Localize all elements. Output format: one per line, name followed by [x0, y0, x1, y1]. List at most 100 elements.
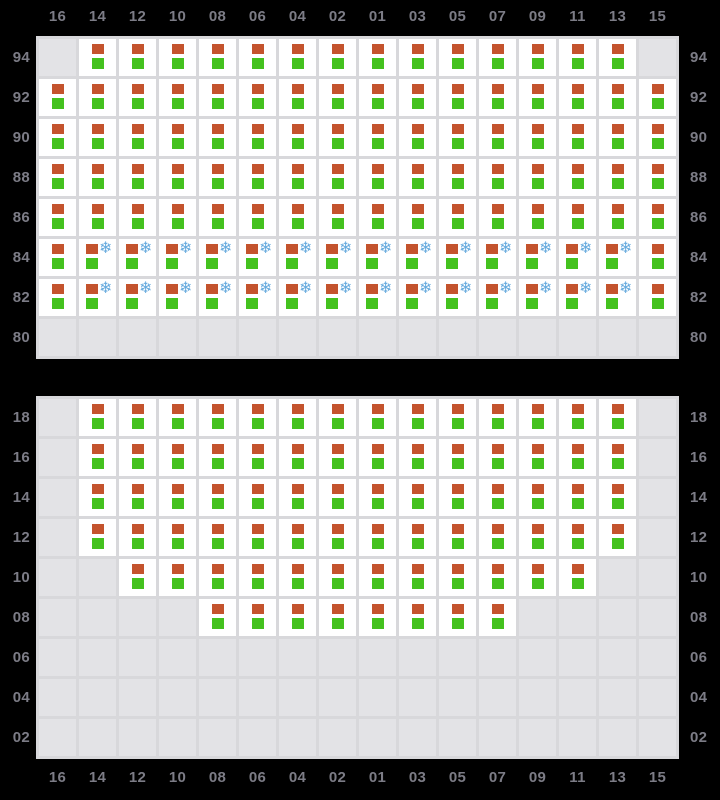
cabin-cell-94-04[interactable]	[279, 39, 316, 76]
cabin-cell-90-16[interactable]	[39, 119, 76, 156]
cabin-cell-10-07[interactable]	[479, 559, 516, 596]
cabin-cell-16-08[interactable]	[199, 439, 236, 476]
cabin-cell-90-01[interactable]	[359, 119, 396, 156]
cabin-cell-90-03[interactable]	[399, 119, 436, 156]
cabin-cell-94-05[interactable]	[439, 39, 476, 76]
cabin-cell-92-08[interactable]	[199, 79, 236, 116]
cabin-cell-84-10[interactable]: ❄	[159, 239, 196, 276]
cabin-cell-14-04[interactable]	[279, 479, 316, 516]
cabin-cell-88-04[interactable]	[279, 159, 316, 196]
cabin-cell-10-04[interactable]	[279, 559, 316, 596]
cabin-cell-92-13[interactable]	[599, 79, 636, 116]
cabin-cell-92-11[interactable]	[559, 79, 596, 116]
cabin-cell-86-10[interactable]	[159, 199, 196, 236]
cabin-cell-18-04[interactable]	[279, 399, 316, 436]
cabin-cell-84-08[interactable]: ❄	[199, 239, 236, 276]
cabin-cell-08-01[interactable]	[359, 599, 396, 636]
cabin-cell-08-05[interactable]	[439, 599, 476, 636]
cabin-cell-18-10[interactable]	[159, 399, 196, 436]
cabin-cell-18-05[interactable]	[439, 399, 476, 436]
cabin-cell-16-03[interactable]	[399, 439, 436, 476]
cabin-cell-18-03[interactable]	[399, 399, 436, 436]
cabin-cell-86-08[interactable]	[199, 199, 236, 236]
cabin-cell-86-05[interactable]	[439, 199, 476, 236]
cabin-cell-86-13[interactable]	[599, 199, 636, 236]
cabin-cell-18-08[interactable]	[199, 399, 236, 436]
cabin-cell-18-02[interactable]	[319, 399, 356, 436]
cabin-cell-14-10[interactable]	[159, 479, 196, 516]
cabin-cell-82-01[interactable]: ❄	[359, 279, 396, 316]
cabin-cell-84-16[interactable]	[39, 239, 76, 276]
cabin-cell-10-09[interactable]	[519, 559, 556, 596]
cabin-cell-90-07[interactable]	[479, 119, 516, 156]
cabin-cell-94-06[interactable]	[239, 39, 276, 76]
cabin-cell-84-09[interactable]: ❄	[519, 239, 556, 276]
cabin-cell-82-09[interactable]: ❄	[519, 279, 556, 316]
cabin-cell-14-14[interactable]	[79, 479, 116, 516]
cabin-cell-90-12[interactable]	[119, 119, 156, 156]
cabin-cell-82-15[interactable]	[639, 279, 676, 316]
cabin-cell-84-15[interactable]	[639, 239, 676, 276]
cabin-cell-90-11[interactable]	[559, 119, 596, 156]
cabin-cell-84-12[interactable]: ❄	[119, 239, 156, 276]
cabin-cell-16-07[interactable]	[479, 439, 516, 476]
cabin-cell-88-07[interactable]	[479, 159, 516, 196]
cabin-cell-90-10[interactable]	[159, 119, 196, 156]
cabin-cell-82-05[interactable]: ❄	[439, 279, 476, 316]
cabin-cell-82-13[interactable]: ❄	[599, 279, 636, 316]
cabin-cell-16-10[interactable]	[159, 439, 196, 476]
cabin-cell-92-04[interactable]	[279, 79, 316, 116]
cabin-cell-10-03[interactable]	[399, 559, 436, 596]
cabin-cell-86-06[interactable]	[239, 199, 276, 236]
cabin-cell-88-13[interactable]	[599, 159, 636, 196]
cabin-cell-18-14[interactable]	[79, 399, 116, 436]
cabin-cell-08-03[interactable]	[399, 599, 436, 636]
cabin-cell-18-06[interactable]	[239, 399, 276, 436]
cabin-cell-10-02[interactable]	[319, 559, 356, 596]
cabin-cell-16-14[interactable]	[79, 439, 116, 476]
cabin-cell-18-07[interactable]	[479, 399, 516, 436]
cabin-cell-90-14[interactable]	[79, 119, 116, 156]
cabin-cell-12-14[interactable]	[79, 519, 116, 556]
cabin-cell-90-05[interactable]	[439, 119, 476, 156]
cabin-cell-86-14[interactable]	[79, 199, 116, 236]
cabin-cell-10-01[interactable]	[359, 559, 396, 596]
cabin-cell-84-07[interactable]: ❄	[479, 239, 516, 276]
cabin-cell-92-01[interactable]	[359, 79, 396, 116]
cabin-cell-84-11[interactable]: ❄	[559, 239, 596, 276]
cabin-cell-88-08[interactable]	[199, 159, 236, 196]
cabin-cell-88-16[interactable]	[39, 159, 76, 196]
cabin-cell-92-10[interactable]	[159, 79, 196, 116]
cabin-cell-88-11[interactable]	[559, 159, 596, 196]
cabin-cell-94-14[interactable]	[79, 39, 116, 76]
cabin-cell-92-06[interactable]	[239, 79, 276, 116]
cabin-cell-82-14[interactable]: ❄	[79, 279, 116, 316]
cabin-cell-10-05[interactable]	[439, 559, 476, 596]
cabin-cell-88-06[interactable]	[239, 159, 276, 196]
cabin-cell-84-14[interactable]: ❄	[79, 239, 116, 276]
cabin-cell-82-04[interactable]: ❄	[279, 279, 316, 316]
cabin-cell-12-02[interactable]	[319, 519, 356, 556]
cabin-cell-88-09[interactable]	[519, 159, 556, 196]
cabin-cell-88-03[interactable]	[399, 159, 436, 196]
cabin-cell-92-05[interactable]	[439, 79, 476, 116]
cabin-cell-82-10[interactable]: ❄	[159, 279, 196, 316]
cabin-cell-94-11[interactable]	[559, 39, 596, 76]
cabin-cell-90-04[interactable]	[279, 119, 316, 156]
cabin-cell-90-13[interactable]	[599, 119, 636, 156]
cabin-cell-88-12[interactable]	[119, 159, 156, 196]
cabin-cell-86-02[interactable]	[319, 199, 356, 236]
cabin-cell-18-09[interactable]	[519, 399, 556, 436]
cabin-cell-14-13[interactable]	[599, 479, 636, 516]
cabin-cell-16-06[interactable]	[239, 439, 276, 476]
cabin-cell-08-04[interactable]	[279, 599, 316, 636]
cabin-cell-12-01[interactable]	[359, 519, 396, 556]
cabin-cell-92-03[interactable]	[399, 79, 436, 116]
cabin-cell-94-09[interactable]	[519, 39, 556, 76]
cabin-cell-88-02[interactable]	[319, 159, 356, 196]
cabin-cell-82-02[interactable]: ❄	[319, 279, 356, 316]
cabin-cell-82-07[interactable]: ❄	[479, 279, 516, 316]
cabin-cell-08-07[interactable]	[479, 599, 516, 636]
cabin-cell-18-11[interactable]	[559, 399, 596, 436]
cabin-cell-82-16[interactable]	[39, 279, 76, 316]
